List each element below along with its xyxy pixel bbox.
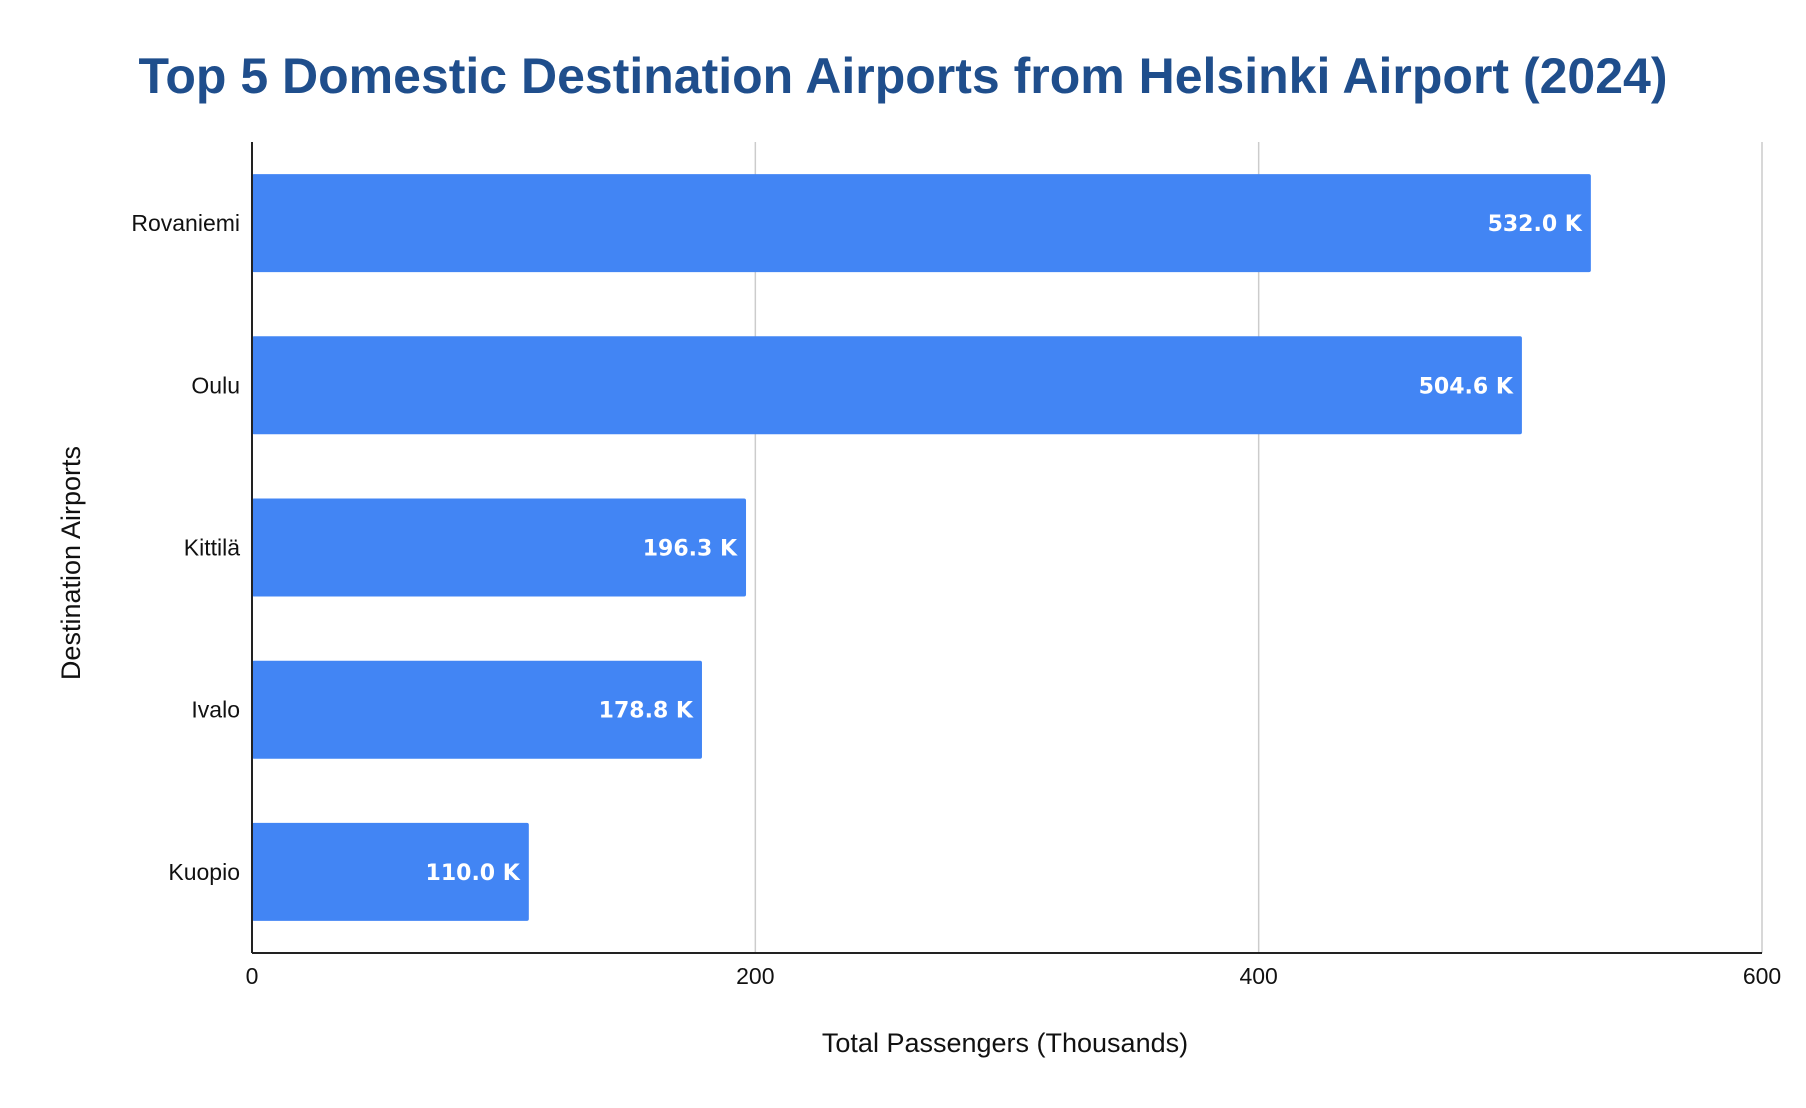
bars	[252, 174, 1591, 921]
bar-1	[252, 336, 1522, 435]
y-axis-title: Destination Airports	[56, 446, 86, 680]
data-label-0: 532.0 K	[1488, 212, 1583, 237]
x-tick-label-0: 0	[246, 963, 259, 989]
x-tick-label-1: 200	[736, 963, 774, 989]
chart-title: Top 5 Domestic Destination Airports from…	[139, 48, 1668, 104]
bar-4	[252, 822, 529, 921]
category-label-3: Ivalo	[191, 697, 240, 723]
category-labels: Rovaniemi Oulu Kittilä Ivalo Kuopio	[131, 210, 240, 885]
data-label-3: 178.8 K	[599, 699, 694, 724]
bar-3	[252, 660, 702, 759]
category-label-1: Oulu	[191, 372, 240, 398]
data-label-2: 196.3 K	[643, 537, 738, 562]
category-label-0: Rovaniemi	[131, 210, 240, 236]
bar-2	[252, 498, 747, 597]
x-axis-title: Total Passengers (Thousands)	[822, 1028, 1188, 1058]
category-label-2: Kittilä	[184, 535, 240, 561]
data-label-1: 504.6 K	[1419, 374, 1514, 399]
category-label-4: Kuopio	[168, 859, 240, 885]
bar-0	[252, 174, 1591, 273]
x-tick-label-2: 400	[1239, 963, 1277, 989]
x-tick-labels: 0 200 400 600	[246, 963, 1782, 989]
data-labels: 532.0 K 504.6 K 196.3 K 178.8 K 110.0 K	[426, 212, 1583, 886]
axes	[251, 142, 1762, 954]
x-tick-label-3: 600	[1743, 963, 1781, 989]
gridlines	[754, 142, 1763, 953]
data-label-4: 110.0 K	[426, 861, 521, 886]
